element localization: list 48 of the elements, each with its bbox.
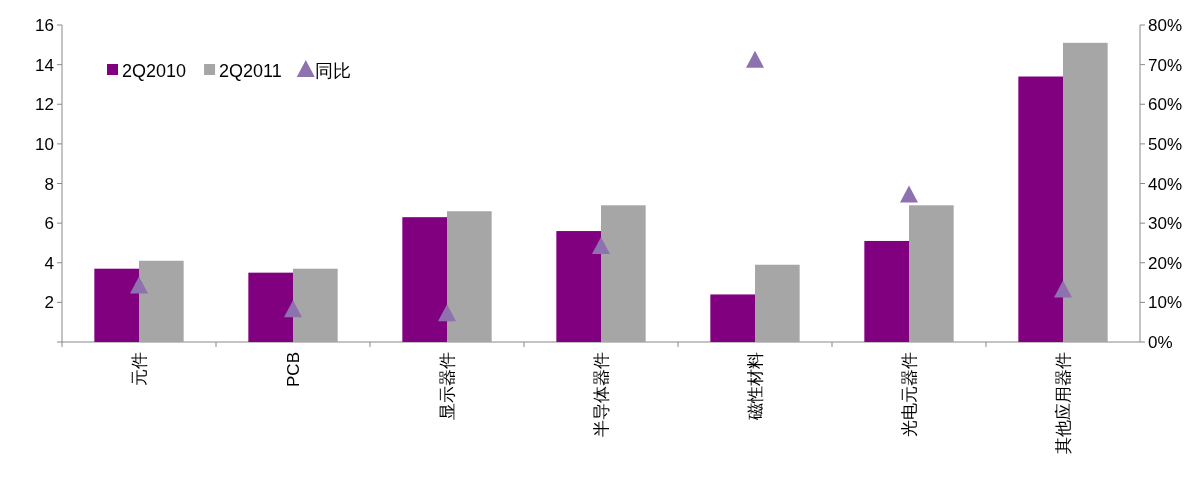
bar <box>1018 76 1063 342</box>
bar <box>755 264 800 342</box>
bar <box>556 231 601 342</box>
x-tick-label: PCB <box>284 352 303 387</box>
point <box>1054 280 1072 298</box>
bar <box>864 240 909 342</box>
point <box>746 50 764 68</box>
x-tick-label: 其他应用器件 <box>1054 352 1073 454</box>
y2-tick-label: 10% <box>1148 293 1183 313</box>
bar <box>94 268 139 342</box>
point <box>900 185 918 203</box>
y-tick-label: 16 <box>35 16 54 35</box>
bar <box>248 272 293 342</box>
point <box>438 304 456 322</box>
legend-label: 2Q2010 <box>122 61 187 81</box>
x-tick-label: 磁性材料 <box>746 352 765 421</box>
bar <box>402 217 447 342</box>
point <box>592 236 610 254</box>
y2-tick-label: 0% <box>1148 333 1173 352</box>
point <box>130 276 148 294</box>
y-tick-label: 14 <box>35 55 54 75</box>
bar <box>909 205 954 342</box>
legend-label: 同比 <box>314 61 351 81</box>
y-tick-label: 12 <box>35 95 54 115</box>
y2-tick-label: 80% <box>1148 16 1183 35</box>
x-tick-label: 元件 <box>130 352 149 386</box>
x-tick-label: 显示器件 <box>438 352 457 420</box>
bar <box>1063 42 1108 342</box>
y2-tick-label: 40% <box>1148 174 1183 194</box>
y2-tick-label: 20% <box>1148 253 1183 273</box>
y-tick-label: 8 <box>44 174 54 194</box>
x-tick-label: 光电元器件 <box>900 352 919 437</box>
legend-label: 2Q2011 <box>219 61 282 81</box>
y-tick-label: 4 <box>44 253 54 273</box>
y2-tick-label: 60% <box>1148 95 1183 115</box>
bar <box>710 294 755 342</box>
y2-tick-label: 30% <box>1148 214 1183 234</box>
bar <box>447 211 492 342</box>
y2-tick-label: 50% <box>1148 134 1183 154</box>
point <box>284 300 302 318</box>
bar <box>601 205 646 342</box>
bar <box>139 260 184 342</box>
y2-tick-label: 70% <box>1148 55 1183 75</box>
bar <box>293 268 338 342</box>
y-tick-label: 10 <box>35 134 54 154</box>
y-tick-label: 6 <box>44 214 54 234</box>
x-tick-label: 半导体器件 <box>592 352 611 437</box>
y-tick-label: 2 <box>44 293 54 313</box>
